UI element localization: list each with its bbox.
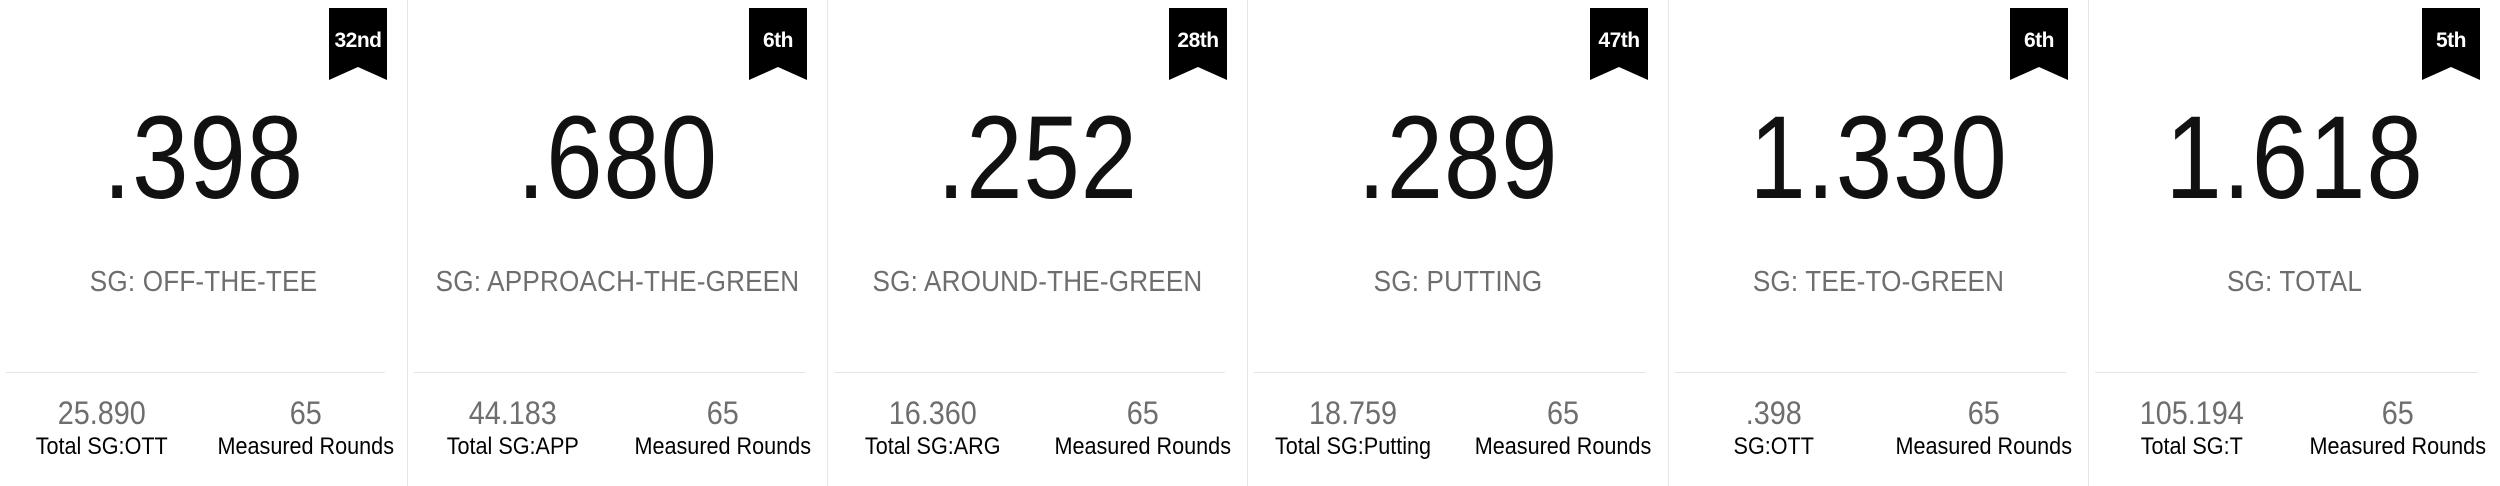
rank-text: 28th: [1177, 29, 1219, 52]
stat-value: .252: [937, 92, 1138, 224]
stat-card-approach-the-green: 6th .680 SG: APPROACH-THE-GREEN 44.183 T…: [408, 0, 828, 486]
card-footer: 44.183 Total SG:APP 65 Measured Rounds: [408, 394, 827, 462]
rounds-value: 65: [1967, 395, 2000, 431]
stat-label: SG: TOTAL: [2226, 266, 2363, 298]
rounds-caption: Measured Rounds: [216, 433, 394, 460]
stat-value: .289: [1357, 92, 1559, 224]
rank-badge: 5th: [2422, 8, 2480, 80]
total-stat: 105.194 Total SG:T: [2089, 394, 2295, 462]
stat-card-tee-to-green: 6th 1.330 SG: TEE-TO-GREEN .398 SG:OTT 6…: [1669, 0, 2089, 486]
rank-text: 6th: [763, 29, 794, 52]
total-caption: Total SG:APP: [446, 433, 579, 460]
rounds-value: 65: [289, 395, 322, 431]
total-caption: Total SG:ARG: [864, 433, 1001, 460]
rank-text: 5th: [2436, 29, 2467, 52]
rounds-stat: 65 Measured Rounds: [1038, 394, 1248, 462]
card-footer: 18.759 Total SG:Putting 65 Measured Roun…: [1248, 394, 1668, 462]
total-value: 18.759: [1308, 395, 1398, 431]
stat-card-putting: 47th .289 SG: PUTTING 18.759 Total SG:Pu…: [1248, 0, 1669, 486]
card-footer: 105.194 Total SG:T 65 Measured Rounds: [2089, 394, 2500, 462]
stat-value: 1.330: [1749, 92, 2008, 224]
total-caption: Total SG:OTT: [35, 433, 168, 460]
rounds-caption: Measured Rounds: [1053, 433, 1231, 460]
stat-value: 1.618: [2165, 92, 2424, 224]
total-value: 25.890: [57, 395, 146, 431]
rank-badge: 28th: [1169, 8, 1227, 80]
rank-badge: 32nd: [329, 8, 387, 80]
rounds-stat: 65 Measured Rounds: [618, 394, 828, 462]
rounds-caption: Measured Rounds: [1894, 433, 2072, 460]
rounds-stat: 65 Measured Rounds: [1458, 394, 1668, 462]
rounds-value: 65: [706, 395, 739, 431]
total-value: 105.194: [2139, 395, 2244, 431]
rounds-caption: Measured Rounds: [633, 433, 811, 460]
stat-value: .398: [103, 92, 304, 224]
card-divider: [414, 372, 805, 373]
stat-label: SG: APPROACH-THE-GREEN: [435, 266, 800, 298]
total-value: 16.360: [888, 395, 977, 431]
rank-badge: 6th: [749, 8, 807, 80]
total-stat: 44.183 Total SG:APP: [408, 394, 618, 462]
total-stat: 25.890 Total SG:OTT: [0, 394, 204, 462]
rounds-stat: 65 Measured Rounds: [2295, 394, 2500, 462]
rank-badge: 47th: [1590, 8, 1648, 80]
rounds-value: 65: [2381, 395, 2414, 431]
stat-label: SG: AROUND-THE-GREEN: [872, 266, 1203, 298]
total-caption: Total SG:T: [2140, 433, 2243, 460]
card-footer: 16.360 Total SG:ARG 65 Measured Rounds: [828, 394, 1247, 462]
total-caption: Total SG:Putting: [1274, 433, 1432, 460]
rounds-stat: 65 Measured Rounds: [1879, 394, 2089, 462]
rank-text: 47th: [1598, 29, 1640, 52]
card-divider: [1675, 372, 2066, 373]
total-value: .398: [1745, 395, 1802, 431]
total-caption: SG:OTT: [1733, 433, 1814, 460]
rounds-value: 65: [1546, 395, 1580, 431]
stat-card-off-the-tee: 32nd .398 SG: OFF-THE-TEE 25.890 Total S…: [0, 0, 408, 486]
card-divider: [1254, 372, 1646, 373]
card-divider: [834, 372, 1225, 373]
total-stat: .398 SG:OTT: [1669, 394, 1879, 462]
stat-value: .680: [517, 92, 718, 224]
total-stat: 16.360 Total SG:ARG: [828, 394, 1038, 462]
stat-label: SG: OFF-THE-TEE: [89, 266, 318, 298]
rank-badge: 6th: [2010, 8, 2068, 80]
rounds-value: 65: [1126, 395, 1159, 431]
card-divider: [6, 372, 385, 373]
rank-text: 6th: [2024, 29, 2055, 52]
card-footer: 25.890 Total SG:OTT 65 Measured Rounds: [0, 394, 407, 462]
rounds-stat: 65 Measured Rounds: [204, 394, 408, 462]
rounds-caption: Measured Rounds: [2308, 433, 2486, 460]
card-divider: [2095, 372, 2478, 373]
stat-card-around-the-green: 28th .252 SG: AROUND-THE-GREEN 16.360 To…: [828, 0, 1248, 486]
stat-label: SG: TEE-TO-GREEN: [1752, 266, 2005, 298]
rank-text: 32nd: [334, 29, 382, 52]
total-value: 44.183: [468, 395, 557, 431]
stat-card-total: 5th 1.618 SG: TOTAL 105.194 Total SG:T 6…: [2089, 0, 2500, 486]
rounds-caption: Measured Rounds: [1474, 433, 1652, 460]
stat-label: SG: PUTTING: [1373, 266, 1543, 298]
card-footer: .398 SG:OTT 65 Measured Rounds: [1669, 394, 2088, 462]
total-stat: 18.759 Total SG:Putting: [1248, 394, 1458, 462]
